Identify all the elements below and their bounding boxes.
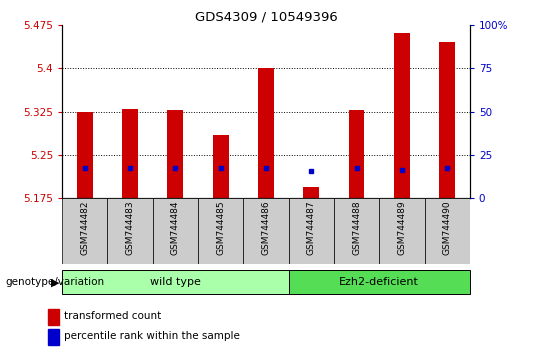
FancyBboxPatch shape xyxy=(198,198,244,264)
Text: wild type: wild type xyxy=(150,277,201,287)
Bar xyxy=(213,135,228,198)
Text: GSM744483: GSM744483 xyxy=(126,200,134,255)
Bar xyxy=(303,187,319,198)
FancyBboxPatch shape xyxy=(288,270,470,294)
Bar xyxy=(258,68,274,198)
Text: Ezh2-deficient: Ezh2-deficient xyxy=(339,277,419,287)
Text: GSM744486: GSM744486 xyxy=(261,200,271,255)
FancyBboxPatch shape xyxy=(244,198,288,264)
Bar xyxy=(48,309,59,325)
Text: GSM744487: GSM744487 xyxy=(307,200,316,255)
FancyBboxPatch shape xyxy=(62,270,288,294)
Title: GDS4309 / 10549396: GDS4309 / 10549396 xyxy=(194,11,338,24)
Bar xyxy=(77,112,93,198)
Bar xyxy=(122,109,138,198)
Text: transformed count: transformed count xyxy=(64,311,161,321)
Text: percentile rank within the sample: percentile rank within the sample xyxy=(64,331,239,341)
FancyBboxPatch shape xyxy=(379,198,424,264)
Text: ▶: ▶ xyxy=(51,277,59,287)
Bar xyxy=(349,110,365,198)
Text: genotype/variation: genotype/variation xyxy=(5,277,105,287)
Text: GSM744488: GSM744488 xyxy=(352,200,361,255)
FancyBboxPatch shape xyxy=(334,198,379,264)
FancyBboxPatch shape xyxy=(288,198,334,264)
Bar xyxy=(167,110,183,198)
Bar xyxy=(439,42,455,198)
Text: GSM744485: GSM744485 xyxy=(216,200,225,255)
Text: GSM744489: GSM744489 xyxy=(397,200,406,255)
Text: GSM744484: GSM744484 xyxy=(171,200,180,255)
Text: GSM744482: GSM744482 xyxy=(80,200,89,255)
Text: GSM744490: GSM744490 xyxy=(443,200,451,255)
FancyBboxPatch shape xyxy=(62,198,107,264)
FancyBboxPatch shape xyxy=(107,198,153,264)
FancyBboxPatch shape xyxy=(424,198,470,264)
FancyBboxPatch shape xyxy=(153,198,198,264)
Bar xyxy=(394,33,410,198)
Bar xyxy=(48,329,59,345)
